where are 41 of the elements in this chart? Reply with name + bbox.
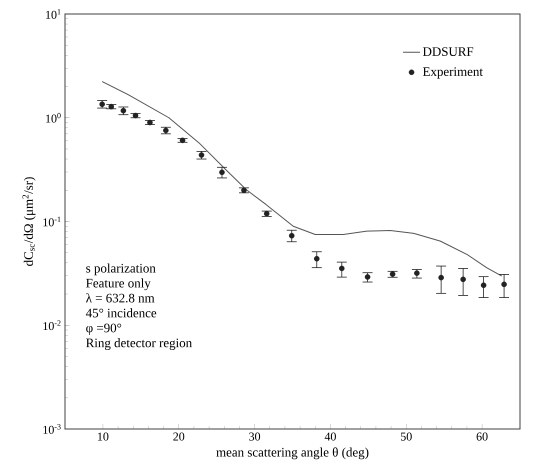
point bbox=[480, 282, 486, 288]
point bbox=[364, 274, 370, 280]
x-tick-label: 40 bbox=[324, 432, 336, 441]
point bbox=[132, 112, 138, 118]
x-tick-label: 60 bbox=[476, 432, 488, 441]
annotation: 45° incidence bbox=[86, 308, 156, 318]
point bbox=[219, 170, 225, 176]
x-tick-label: 30 bbox=[249, 432, 260, 441]
y-axis-title: dC$_{sc}$/dΩ (μm$^{2}$/sr) bbox=[22, 177, 36, 266]
point bbox=[414, 270, 420, 276]
legend-label: Experiment bbox=[422, 67, 483, 79]
point bbox=[120, 108, 126, 114]
point bbox=[163, 128, 169, 134]
legend-label: DDSURF bbox=[422, 47, 474, 56]
y-tick-label: 10$^{-1}$ bbox=[43, 216, 60, 226]
point bbox=[180, 138, 186, 144]
point bbox=[108, 104, 114, 110]
point bbox=[460, 276, 466, 282]
x-tick-label: 20 bbox=[173, 432, 184, 441]
point bbox=[264, 210, 270, 216]
point bbox=[147, 120, 153, 126]
annotation: s polarization bbox=[86, 263, 156, 276]
x-tick-label: 50 bbox=[400, 432, 412, 441]
y-tick-label: 10$^{1}$ bbox=[46, 9, 60, 19]
point bbox=[339, 266, 345, 272]
y-tick-label: 10$^{-3}$ bbox=[43, 424, 61, 434]
point bbox=[288, 232, 295, 238]
annotation: Feature only bbox=[86, 278, 151, 290]
point bbox=[501, 282, 507, 288]
point bbox=[198, 152, 204, 158]
annotation: λ = 632.8 nm bbox=[86, 293, 154, 303]
y-tick-label: 10$^{0}$ bbox=[46, 112, 61, 123]
y-tick-label: 10$^{-2}$ bbox=[43, 320, 61, 330]
annotation: φ =90° bbox=[86, 324, 122, 335]
point bbox=[390, 271, 396, 277]
x-axis-title: mean scattering angle θ (deg) bbox=[216, 447, 368, 460]
annotation: Ring detector region bbox=[86, 338, 192, 350]
x-tick-label: 10 bbox=[98, 432, 108, 441]
point bbox=[99, 101, 105, 108]
point bbox=[314, 256, 320, 262]
point bbox=[438, 274, 444, 280]
